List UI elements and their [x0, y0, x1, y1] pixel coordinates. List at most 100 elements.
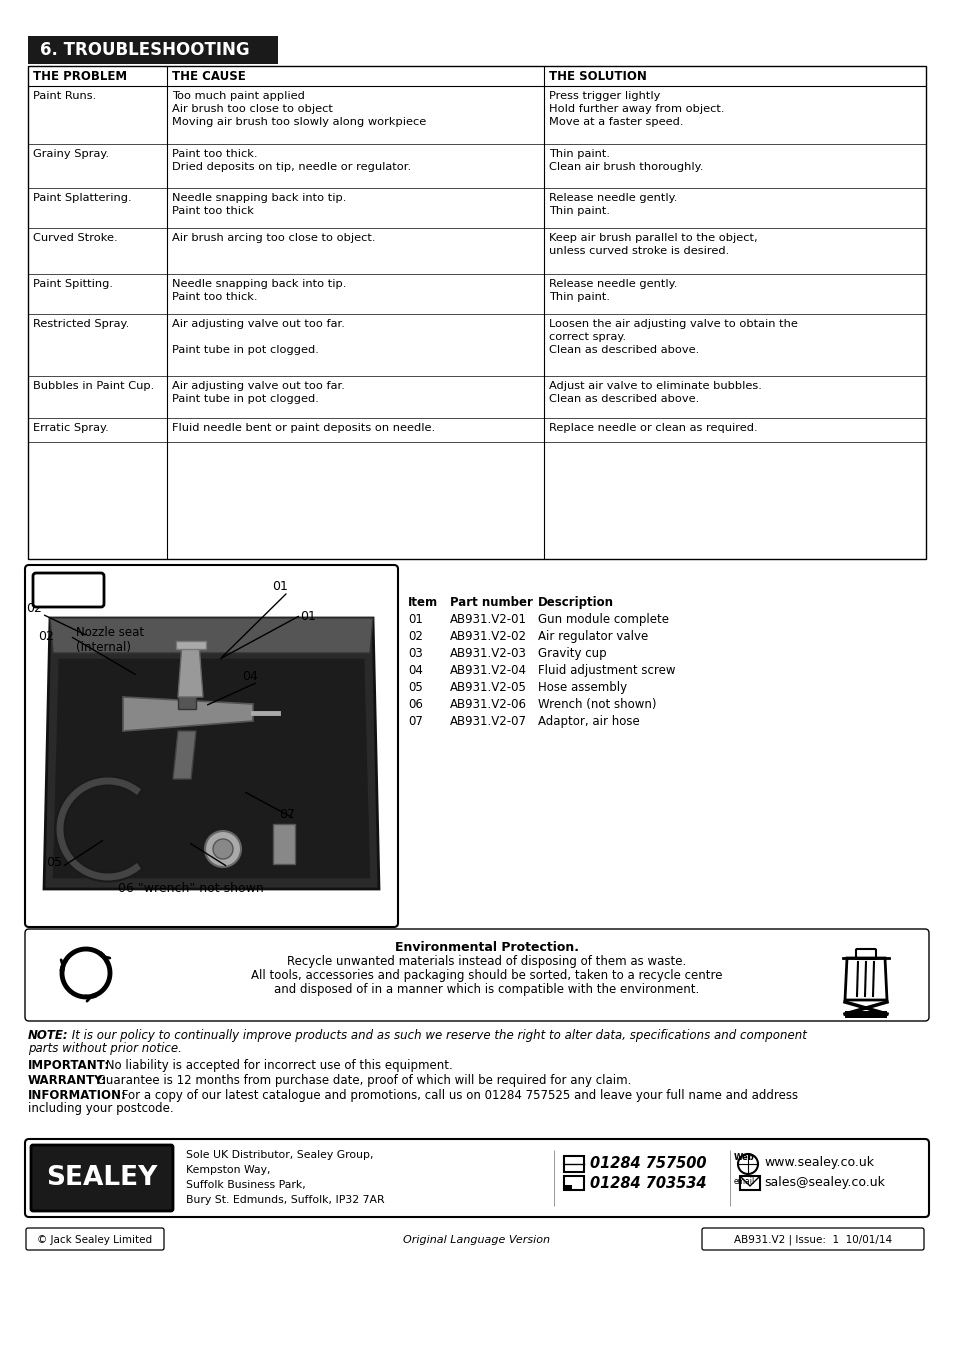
Text: AB931.V2 | Issue:  1  10/01/14: AB931.V2 | Issue: 1 10/01/14	[733, 1235, 891, 1246]
Text: 07: 07	[278, 807, 294, 821]
Text: Release needle gently.: Release needle gently.	[549, 194, 677, 203]
Polygon shape	[123, 697, 253, 731]
Text: and disposed of in a manner which is compatible with the environment.: and disposed of in a manner which is com…	[274, 983, 699, 997]
Polygon shape	[178, 645, 203, 697]
Text: Recycle unwanted materials instead of disposing of them as waste.: Recycle unwanted materials instead of di…	[287, 955, 686, 968]
Text: 06: 06	[408, 699, 422, 711]
Text: 03: 03	[408, 647, 422, 659]
Text: 04: 04	[408, 663, 422, 677]
Bar	[273, 825, 294, 864]
Bar	[178, 695, 195, 709]
Bar	[28, 37, 277, 64]
Text: Adaptor, air hose: Adaptor, air hose	[537, 715, 639, 728]
Text: unless curved stroke is desired.: unless curved stroke is desired.	[549, 246, 729, 256]
Text: AB931.V2-01: AB931.V2-01	[450, 613, 526, 626]
Bar	[740, 1177, 760, 1190]
Text: Paint tube in pot clogged.: Paint tube in pot clogged.	[172, 345, 318, 355]
Text: THE PROBLEM: THE PROBLEM	[33, 70, 127, 83]
FancyBboxPatch shape	[25, 929, 928, 1021]
Text: Paint too thick.: Paint too thick.	[172, 149, 257, 158]
Text: Needle snapping back into tip.: Needle snapping back into tip.	[172, 194, 346, 203]
Text: AB931.V2-03: AB931.V2-03	[450, 647, 526, 659]
Text: Press trigger lightly: Press trigger lightly	[549, 91, 660, 102]
Text: Gun module complete: Gun module complete	[537, 613, 668, 626]
Text: www.sealey.co.uk: www.sealey.co.uk	[763, 1156, 873, 1169]
Text: Paint Spitting.: Paint Spitting.	[33, 279, 112, 288]
Text: All tools, accessories and packaging should be sorted, taken to a recycle centre: All tools, accessories and packaging sho…	[251, 969, 722, 982]
Text: Kempston Way,: Kempston Way,	[186, 1164, 271, 1175]
Text: Too much paint applied: Too much paint applied	[172, 91, 305, 102]
Text: Original Language Version: Original Language Version	[403, 1235, 550, 1244]
Text: Paint Splattering.: Paint Splattering.	[33, 194, 132, 203]
Text: Keep air brush parallel to the object,: Keep air brush parallel to the object,	[549, 233, 758, 242]
Text: Air regulator valve: Air regulator valve	[537, 630, 648, 643]
Bar	[175, 640, 206, 649]
Text: THE SOLUTION: THE SOLUTION	[549, 70, 646, 83]
Text: parts without prior notice.: parts without prior notice.	[28, 1043, 182, 1055]
Text: Paint tube in pot clogged.: Paint tube in pot clogged.	[172, 394, 318, 403]
Text: Replace needle or clean as required.: Replace needle or clean as required.	[549, 422, 758, 433]
Text: AB931.V2-02: AB931.V2-02	[450, 630, 526, 643]
Text: correct spray.: correct spray.	[549, 332, 626, 343]
Text: Air adjusting valve out too far.: Air adjusting valve out too far.	[172, 320, 345, 329]
Text: Grainy Spray.: Grainy Spray.	[33, 149, 109, 158]
Bar	[563, 1156, 583, 1173]
Text: Hold further away from object.: Hold further away from object.	[549, 104, 724, 114]
Text: It is our policy to continually improve products and as such we reserve the righ: It is our policy to continually improve …	[68, 1029, 806, 1043]
Text: 05: 05	[46, 856, 62, 868]
Text: Item: Item	[408, 596, 437, 609]
Text: AB931.V2-06: AB931.V2-06	[450, 699, 526, 711]
Text: email: email	[733, 1177, 754, 1186]
Text: 03: 03	[212, 856, 228, 868]
Text: Thin paint.: Thin paint.	[549, 149, 610, 158]
Text: AB931.V2-05: AB931.V2-05	[450, 681, 526, 695]
Text: Paint too thick.: Paint too thick.	[172, 292, 257, 302]
Text: 01: 01	[408, 613, 422, 626]
Text: Loosen the air adjusting valve to obtain the: Loosen the air adjusting valve to obtain…	[549, 320, 798, 329]
Text: Needle snapping back into tip.: Needle snapping back into tip.	[172, 279, 346, 288]
Text: Nozzle seat
(internal): Nozzle seat (internal)	[76, 626, 144, 654]
Text: SEALEY: SEALEY	[47, 1164, 157, 1192]
Text: 07: 07	[408, 715, 422, 728]
Text: Web: Web	[733, 1154, 754, 1162]
FancyBboxPatch shape	[26, 1228, 164, 1250]
Text: Paint Runs.: Paint Runs.	[33, 91, 96, 102]
Text: Hose assembly: Hose assembly	[537, 681, 626, 695]
Text: 6. TROUBLESHOOTING: 6. TROUBLESHOOTING	[40, 41, 250, 60]
Text: Clean as described above.: Clean as described above.	[549, 394, 699, 403]
Text: including your postcode.: including your postcode.	[28, 1102, 173, 1114]
Text: Release needle gently.: Release needle gently.	[549, 279, 677, 288]
FancyBboxPatch shape	[701, 1228, 923, 1250]
Text: 01: 01	[272, 581, 288, 593]
Text: 01284 757500: 01284 757500	[589, 1156, 706, 1171]
Text: © Jack Sealey Limited: © Jack Sealey Limited	[37, 1235, 152, 1244]
Text: Adjust air valve to eliminate bubbles.: Adjust air valve to eliminate bubbles.	[549, 380, 761, 391]
Text: Fig. 4: Fig. 4	[44, 582, 91, 597]
Text: Fluid adjustment screw: Fluid adjustment screw	[537, 663, 675, 677]
Text: Curved Stroke.: Curved Stroke.	[33, 233, 117, 242]
Text: THE CAUSE: THE CAUSE	[172, 70, 246, 83]
Text: Air brush arcing too close to object.: Air brush arcing too close to object.	[172, 233, 375, 242]
Text: Move at a faster speed.: Move at a faster speed.	[549, 116, 683, 127]
Text: Moving air brush too slowly along workpiece: Moving air brush too slowly along workpi…	[172, 116, 426, 127]
Text: INFORMATION:: INFORMATION:	[28, 1089, 127, 1102]
Text: sales@sealey.co.uk: sales@sealey.co.uk	[763, 1177, 884, 1189]
Text: 06 "wrench" not shown: 06 "wrench" not shown	[118, 881, 263, 895]
Text: IMPORTANT:: IMPORTANT:	[28, 1059, 110, 1072]
Polygon shape	[44, 617, 378, 890]
Text: Erratic Spray.: Erratic Spray.	[33, 422, 109, 433]
Circle shape	[205, 831, 241, 867]
Text: Wrench (not shown): Wrench (not shown)	[537, 699, 656, 711]
Polygon shape	[50, 617, 373, 653]
Text: Clean as described above.: Clean as described above.	[549, 345, 699, 355]
FancyBboxPatch shape	[33, 573, 104, 607]
Text: Bubbles in Paint Cup.: Bubbles in Paint Cup.	[33, 380, 154, 391]
Text: AB931.V2-07: AB931.V2-07	[450, 715, 526, 728]
Text: Environmental Protection.: Environmental Protection.	[395, 941, 578, 955]
Text: NOTE:: NOTE:	[28, 1029, 69, 1043]
Text: Thin paint.: Thin paint.	[549, 206, 610, 217]
Text: Clean air brush thoroughly.: Clean air brush thoroughly.	[549, 162, 703, 172]
Text: 02: 02	[26, 603, 42, 616]
Circle shape	[213, 839, 233, 858]
Text: For a copy of our latest catalogue and promotions, call us on 01284 757525 and l: For a copy of our latest catalogue and p…	[118, 1089, 798, 1102]
